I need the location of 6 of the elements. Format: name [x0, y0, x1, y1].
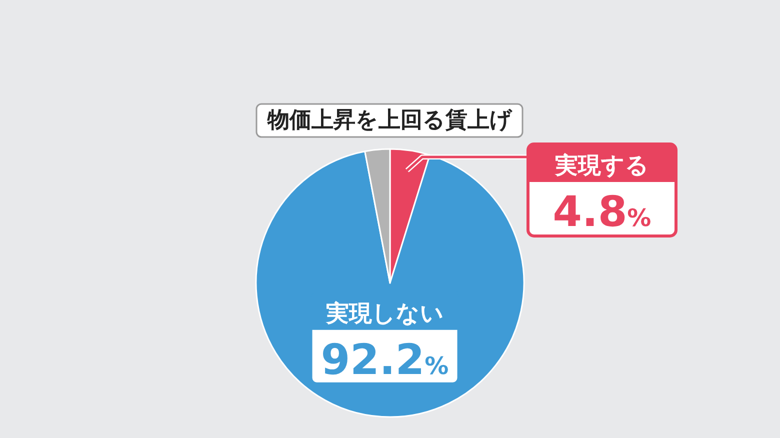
data-label: 92.2% [320, 334, 449, 384]
chart-title: 物価上昇を上回る賃上げ [266, 108, 512, 133]
slice-label: 実現しない [324, 300, 444, 327]
data-label: 4.8% [552, 187, 652, 236]
title: 物価上昇を上回る賃上げ [256, 103, 524, 138]
slice-label: 実現する [554, 152, 649, 179]
